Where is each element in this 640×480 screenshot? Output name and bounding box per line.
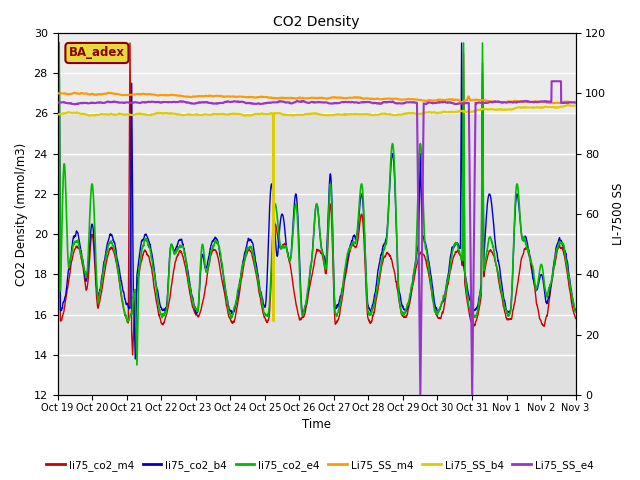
Legend: li75_co2_m4, li75_co2_b4, li75_co2_e4, Li75_SS_m4, Li75_SS_b4, Li75_SS_e4: li75_co2_m4, li75_co2_b4, li75_co2_e4, L… (42, 456, 598, 475)
Bar (58, 33, 575, 113)
Y-axis label: CO2 Density (mmol/m3): CO2 Density (mmol/m3) (15, 143, 28, 286)
Text: BA_adex: BA_adex (69, 47, 125, 60)
Title: CO2 Density: CO2 Density (273, 15, 360, 29)
X-axis label: Time: Time (302, 419, 331, 432)
Y-axis label: LI-7500 SS: LI-7500 SS (612, 183, 625, 245)
